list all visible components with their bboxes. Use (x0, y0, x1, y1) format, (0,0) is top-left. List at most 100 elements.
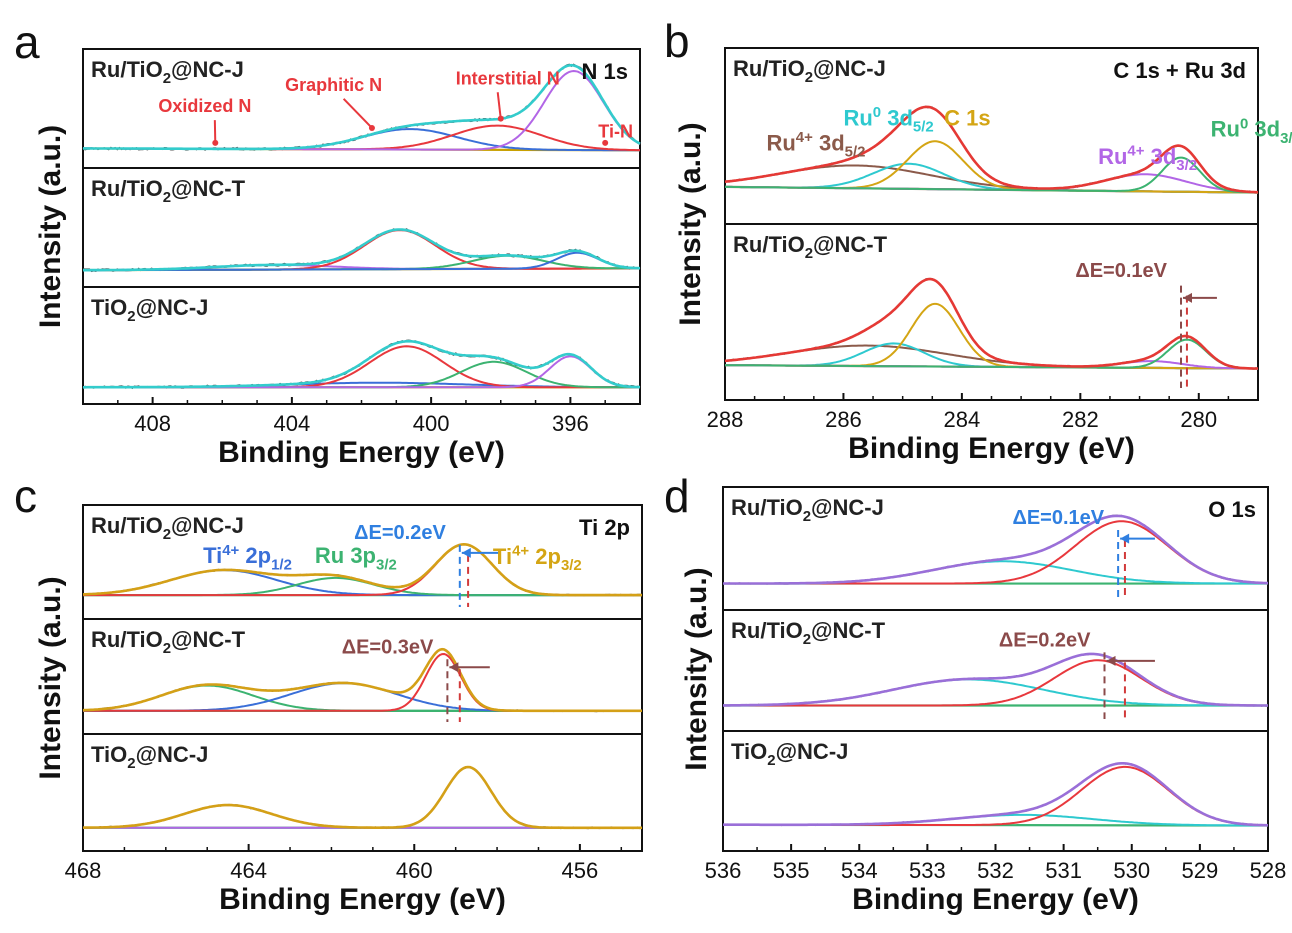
envelope-fit (82, 647, 642, 713)
x-tick-label: 532 (977, 858, 1014, 883)
subpanel-d-1: Ru/TiO2@NC-J O 1s ΔE=0.1eV (722, 495, 1269, 598)
fit-peak-ti4-2p3-2 (83, 652, 642, 712)
raw-data-d-2 (722, 652, 1268, 707)
shift-arrowhead (1120, 533, 1130, 544)
plot-frame (722, 486, 1269, 852)
envelope-fit (724, 277, 1258, 370)
peak-annotation: Graphitic N (285, 75, 382, 95)
annotation-arrowhead (497, 115, 504, 122)
x-axis-label: Binding Energy (eV) (848, 432, 1135, 465)
sample-label: Ru/TiO2@NC-T (731, 618, 886, 648)
y-axis-label: Intensity (a.u.) (34, 576, 67, 779)
x-tick-label: 534 (841, 858, 878, 883)
x-tick-label: 408 (134, 411, 171, 436)
envelope-fit (83, 339, 640, 389)
sample-label: Ru/TiO2@NC-J (91, 57, 244, 87)
peak-label: Ru 3p3/2 (315, 543, 397, 573)
x-tick-label: 468 (65, 858, 102, 883)
region-label: C 1s + Ru 3d (1113, 58, 1246, 83)
sample-label: Ru/TiO2@NC-T (91, 627, 246, 657)
x-axis-label: Binding Energy (eV) (852, 883, 1139, 916)
sample-label: Ru/TiO2@NC-T (733, 232, 888, 262)
panel-letter-b: b (664, 15, 690, 67)
x-tick-label: 531 (1045, 858, 1082, 883)
y-axis-label: Intensity (a.u.) (34, 125, 67, 328)
envelope-fit (723, 514, 1268, 585)
fit-peak-o-h-c-o (723, 560, 1268, 585)
y-axis-label: Intensity (a.u.) (680, 567, 713, 770)
shift-arrowhead (1106, 655, 1116, 666)
x-tick-label: 529 (1182, 858, 1219, 883)
annotation-arrowhead (212, 139, 219, 146)
shift-arrowhead (461, 547, 471, 558)
x-tick-label: 536 (705, 858, 742, 883)
delta-e-label: ΔE=0.3eV (342, 637, 434, 659)
fit-peak-graphitic-n (83, 345, 640, 389)
envelope-fit (83, 228, 641, 272)
panel-letter-d: d (664, 470, 690, 522)
plot-frame (82, 504, 643, 852)
fit-peak-lattice-o (723, 520, 1268, 585)
subpanel-a-3: TiO2@NC-J (82, 295, 641, 390)
sample-label: TiO2@NC-J (731, 739, 848, 769)
panel-letter-c: c (14, 470, 37, 522)
peak-label: Ru4+ 3d3/2 (1098, 143, 1197, 175)
x-tick-label: 280 (1180, 407, 1217, 432)
x-tick-label: 533 (909, 858, 946, 883)
panel-d: d 536 535 534 533 532 531 530 529 528 Binding Ener… (664, 470, 1286, 916)
envelope-fit (83, 63, 641, 151)
x-tick-label: 460 (396, 858, 433, 883)
annotation-arrow (342, 98, 373, 129)
peak-label: C 1s (944, 105, 990, 130)
subpanel-a-2: Ru/TiO2@NC-T (82, 176, 641, 273)
fit-peak-o-h-c-o (723, 678, 1268, 707)
raw-data-d-1 (722, 514, 1269, 585)
fit-peak-ru-3p3-2 (83, 682, 642, 712)
sample-label: TiO2@NC-J (91, 742, 208, 772)
subpanel-c-3: TiO2@NC-J (82, 742, 643, 830)
subpanel-c-2: Ru/TiO2@NC-T ΔE=0.3eV (82, 627, 643, 722)
delta-e-label: ΔE=0.2eV (999, 629, 1091, 651)
x-tick-label: 404 (274, 411, 311, 436)
sample-label: TiO2@NC-J (91, 295, 208, 325)
x-tick-label: 535 (773, 858, 810, 883)
subpanel-a-1: Ru/TiO2@NC-J N 1s Oxidized N Graphitic N Int… (82, 57, 641, 152)
fit-peak-ru0-3d3-2 (725, 338, 1259, 370)
delta-e-label: ΔE=0.2eV (354, 522, 446, 544)
annotation-arrowhead (368, 124, 375, 131)
peak-annotation: Interstitial N (456, 68, 560, 88)
region-label: O 1s (1208, 497, 1256, 522)
peak-annotation: Ti-N (598, 121, 633, 141)
sample-label: Ru/TiO2@NC-J (91, 513, 244, 543)
peak-label: Ru0 3d3/2 (1211, 115, 1292, 147)
annotation-arrow (496, 92, 502, 119)
subpanel-d-2: Ru/TiO2@NC-T ΔE=0.2eV (722, 618, 1268, 719)
panel-a: a 408 404 400 396 Binding Energy (eV) Intensit… (14, 16, 641, 469)
region-label: Ti 2p (579, 515, 630, 540)
fit-peak-ti4-2p1-2 (82, 804, 642, 829)
envelope-fit (723, 762, 1269, 827)
fit-peak-ti4-2p1-2 (82, 684, 642, 712)
region-label: N 1s (582, 59, 628, 84)
envelope-fit (724, 105, 1258, 194)
subpanel-b-2: Ru/TiO2@NC-T ΔE=0.1eV (724, 232, 1259, 388)
sample-label: Ru/TiO2@NC-J (731, 495, 884, 525)
x-tick-label: 400 (413, 411, 450, 436)
y-axis-label: Intensity (a.u.) (674, 122, 707, 325)
raw-data-a-2 (82, 228, 641, 273)
peak-label: Ru4+ 3d5/2 (766, 129, 865, 161)
sample-label: Ru/TiO2@NC-T (91, 176, 246, 206)
x-tick-label: 286 (825, 407, 862, 432)
x-tick-label: 530 (1113, 858, 1150, 883)
peak-label: Ru0 3d5/2 (843, 104, 933, 136)
sample-label: Ru/TiO2@NC-J (733, 56, 886, 86)
x-tick-label: 456 (562, 858, 599, 883)
x-tick-label: 284 (944, 407, 981, 432)
peak-annotation: Oxidized N (158, 96, 251, 116)
peak-label: Ti4+ 2p3/2 (493, 543, 582, 575)
x-tick-label: 396 (552, 411, 589, 436)
delta-e-label: ΔE=0.1eV (1075, 260, 1167, 282)
subpanel-c-1: Ru/TiO2@NC-J Ti 2p Ti4+ 2p1/2 Ru 3p3/2 Ti4+ … (82, 513, 643, 607)
